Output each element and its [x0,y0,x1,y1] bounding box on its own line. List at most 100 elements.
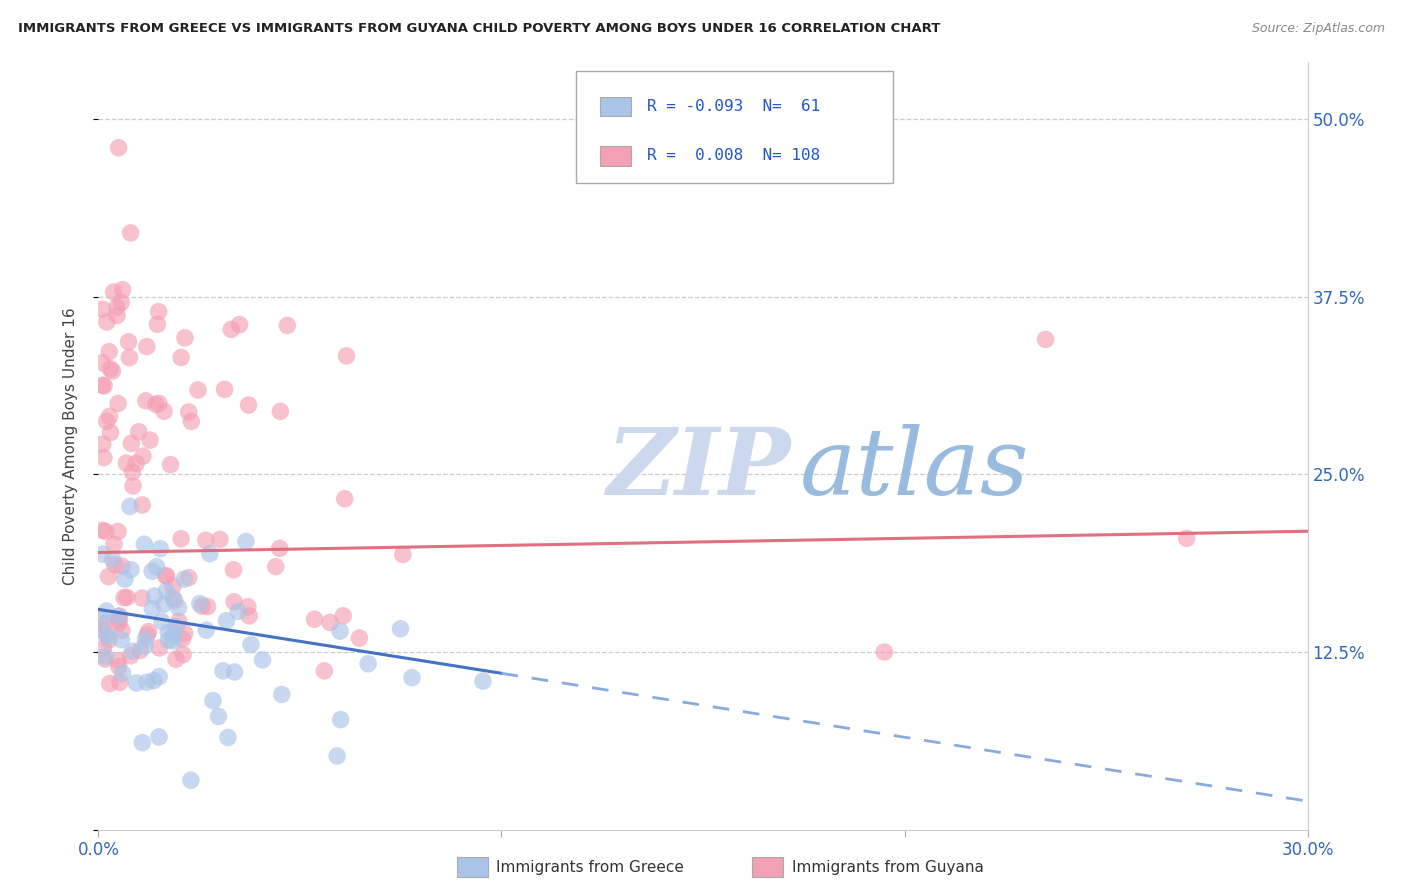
Point [222,563,245,577]
Point [238,398,260,412]
Text: IMMIGRANTS FROM GREECE VS IMMIGRANTS FROM GUYANA CHILD POVERTY AMONG BOYS UNDER : IMMIGRANTS FROM GREECE VS IMMIGRANTS FRO… [18,22,941,36]
Point [188,597,211,611]
Text: Immigrants from Guyana: Immigrants from Guyana [792,860,983,874]
Point [235,534,257,549]
Point [187,383,209,397]
Point [118,351,141,365]
Point [134,639,156,653]
Point [238,608,260,623]
Point [131,498,153,512]
Point [332,608,354,623]
Point [148,730,170,744]
Point [94,652,117,666]
Point [212,664,235,678]
Point [145,559,167,574]
Point [180,773,202,788]
Point [128,425,150,439]
Text: atlas: atlas [800,424,1029,514]
Point [329,713,352,727]
Point [93,450,115,465]
Point [195,623,218,637]
Text: Immigrants from Greece: Immigrants from Greece [496,860,685,874]
Point [91,356,114,370]
Point [120,563,142,577]
Point [201,694,224,708]
Point [226,604,249,618]
Point [177,571,200,585]
Point [110,632,132,647]
Point [349,631,371,645]
Point [107,141,129,155]
Point [136,628,159,642]
Point [170,532,193,546]
Point [198,547,221,561]
Point [97,569,120,583]
Point [173,572,195,586]
Point [112,591,135,605]
Point [215,614,238,628]
Point [165,620,187,634]
Point [107,396,129,410]
Point [224,665,246,679]
Point [105,300,128,314]
Point [139,433,162,447]
Point [111,559,134,574]
Point [389,622,412,636]
Point [132,449,155,463]
Point [167,600,190,615]
Point [153,404,176,418]
Point [97,629,120,643]
Point [155,568,177,582]
Point [162,634,184,648]
Point [239,638,262,652]
Point [145,397,167,411]
Point [120,226,142,240]
Point [108,613,131,627]
Point [134,632,156,646]
Point [333,491,356,506]
Point [108,609,131,624]
Point [170,351,193,365]
Point [252,653,274,667]
Point [191,599,214,614]
Text: ZIP: ZIP [606,424,790,514]
Point [208,533,231,547]
Text: R = -0.093  N=  61: R = -0.093 N= 61 [647,99,820,114]
Point [329,624,352,638]
Point [129,643,152,657]
Point [98,344,121,359]
Point [159,458,181,472]
Point [94,524,117,539]
Point [207,709,229,723]
Point [91,302,114,317]
Point [103,537,125,551]
Point [108,675,131,690]
Point [335,349,357,363]
Point [96,315,118,329]
Point [319,615,342,630]
Y-axis label: Child Poverty Among Boys Under 16: Child Poverty Among Boys Under 16 [63,307,77,585]
Point [214,383,236,397]
Point [269,541,291,556]
Point [135,340,157,354]
Point [91,547,114,561]
Point [264,559,287,574]
Point [222,595,245,609]
Point [314,664,336,678]
Point [172,632,194,646]
Point [143,589,166,603]
Point [146,317,169,331]
Point [107,654,129,668]
Point [121,644,143,658]
Point [107,659,129,673]
Point [111,624,134,638]
Point [149,541,172,556]
Point [101,552,124,566]
Point [91,623,114,637]
Point [157,633,180,648]
Point [103,285,125,299]
Point [391,548,413,562]
Point [120,648,142,663]
Point [135,393,157,408]
Point [162,579,184,593]
